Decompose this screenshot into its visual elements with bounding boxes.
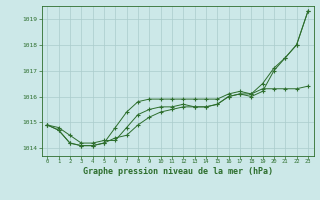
X-axis label: Graphe pression niveau de la mer (hPa): Graphe pression niveau de la mer (hPa) (83, 167, 273, 176)
